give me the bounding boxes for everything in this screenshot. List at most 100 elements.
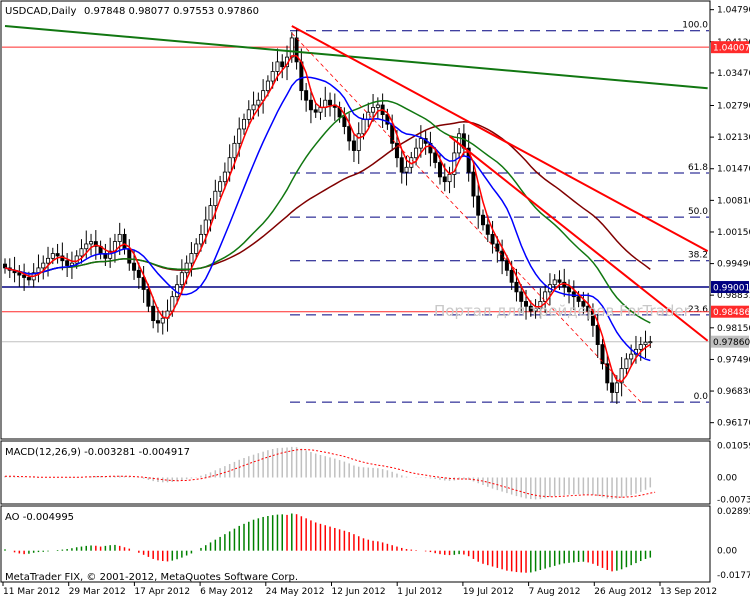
candle-body — [132, 262, 137, 271]
ohlc-values: 0.97848 0.98077 0.97553 0.97860 — [84, 6, 259, 17]
ao-panel — [0, 505, 711, 583]
candle-body — [241, 118, 246, 130]
candle-body — [447, 174, 452, 183]
ao-indicator: 0.028957 0.00 -0.01775 — [4, 507, 750, 581]
trendlines — [4, 24, 709, 403]
time-tick-label: 29 Mar 2012 — [69, 587, 126, 597]
candle-body — [629, 353, 634, 360]
candle-body — [246, 109, 251, 120]
candle-body — [26, 277, 31, 281]
candle-body — [203, 219, 208, 235]
candle-body — [3, 263, 8, 269]
candle-body — [160, 317, 165, 324]
watermark: Портал для трейдеров ForTrader — [434, 302, 691, 320]
candle-body — [141, 277, 146, 290]
trendline — [4, 24, 708, 90]
price-label-box — [711, 305, 749, 318]
candle-body — [342, 116, 347, 127]
candle-body — [514, 281, 519, 293]
fib-label: 0.0 — [694, 392, 709, 402]
candle-body — [356, 133, 361, 151]
fib-label: 100.0 — [682, 21, 708, 31]
candle-body — [155, 320, 160, 324]
candle-body — [93, 241, 98, 247]
time-tick-label: 19 Jul 2012 — [463, 587, 514, 597]
trendline — [291, 25, 709, 253]
candle-body — [648, 341, 653, 344]
candle-body — [399, 157, 404, 173]
price-tick-label: 1.03470 — [717, 69, 750, 79]
candle-body — [557, 279, 562, 283]
candle-body — [347, 126, 352, 142]
candle-body — [485, 224, 490, 235]
candle-body — [600, 344, 605, 365]
macd-tick-label: -0.00738 — [717, 496, 750, 506]
candle-body — [442, 176, 447, 183]
price-tick-label: 0.96170 — [717, 419, 750, 429]
macd-signal-line — [5, 449, 656, 498]
candle-body — [433, 152, 438, 163]
time-tick-label: 24 May 2012 — [266, 587, 325, 597]
fib-label: 23.6 — [688, 305, 708, 315]
candle-body — [41, 262, 46, 269]
candle-body — [581, 301, 586, 307]
candle-body — [222, 171, 227, 183]
time-tick-label: 11 Mar 2012 — [3, 587, 60, 597]
candles — [3, 28, 653, 404]
candle-body — [323, 99, 328, 108]
candle-body — [595, 325, 600, 345]
candle-body — [490, 233, 495, 245]
price-tick-label: 0.98831 — [717, 291, 750, 301]
candle-body — [218, 181, 223, 192]
candle-body — [117, 233, 122, 242]
price-label-text: 0.99001 — [713, 284, 750, 294]
candle-body — [89, 241, 94, 245]
time-axis: 11 Mar 2012 29 Mar 2012 17 Apr 2012 6 May 2… — [2, 582, 717, 597]
candle-body — [605, 363, 610, 384]
ao-tick-label: 0.028957 — [717, 507, 750, 517]
macd-tick-label: 0.01059 — [717, 442, 750, 452]
candle-body — [375, 104, 380, 108]
candle-body — [533, 308, 538, 312]
candle-body — [136, 269, 141, 278]
ma-4-line — [4, 55, 651, 383]
candle-body — [270, 71, 275, 82]
candle-body — [146, 289, 151, 307]
macd-indicator: 0.01059 0.00 -0.00738 — [4, 442, 750, 506]
candle-body — [275, 61, 280, 72]
candle-body — [308, 99, 313, 111]
candle-body — [313, 109, 318, 113]
candle-body — [265, 80, 270, 92]
price-tick-label: 1.02130 — [717, 133, 750, 143]
candle-body — [524, 301, 529, 307]
price-label-text: 1.04007 — [713, 44, 750, 54]
candle-body — [22, 274, 27, 278]
candle-body — [122, 233, 127, 250]
candle-body — [394, 142, 399, 159]
candle-body — [198, 233, 203, 245]
candle-body — [46, 257, 51, 264]
trendline — [448, 135, 709, 342]
candle-body — [519, 291, 524, 302]
time-tick-label: 7 Aug 2012 — [529, 587, 581, 597]
candle-body — [437, 162, 442, 178]
fib-label: 38.2 — [688, 251, 708, 261]
candle-body — [237, 128, 242, 144]
ma-12-line — [4, 76, 651, 362]
time-tick-label: 12 Jun 2012 — [332, 587, 386, 597]
time-tick-label: 26 Aug 2012 — [594, 587, 652, 597]
candle-body — [414, 147, 419, 159]
candle-body — [504, 260, 509, 271]
price-label-text: 0.97860 — [713, 338, 750, 348]
candle-body — [251, 104, 256, 111]
candle-body — [280, 61, 285, 68]
time-tick-label: 17 Apr 2012 — [134, 587, 190, 597]
time-tick-label: 13 Sep 2012 — [660, 587, 717, 597]
candle-body — [638, 344, 643, 350]
candle-body — [65, 260, 70, 266]
macd-label: MACD(12,26,9) -0.003281 -0.004917 — [5, 447, 190, 458]
